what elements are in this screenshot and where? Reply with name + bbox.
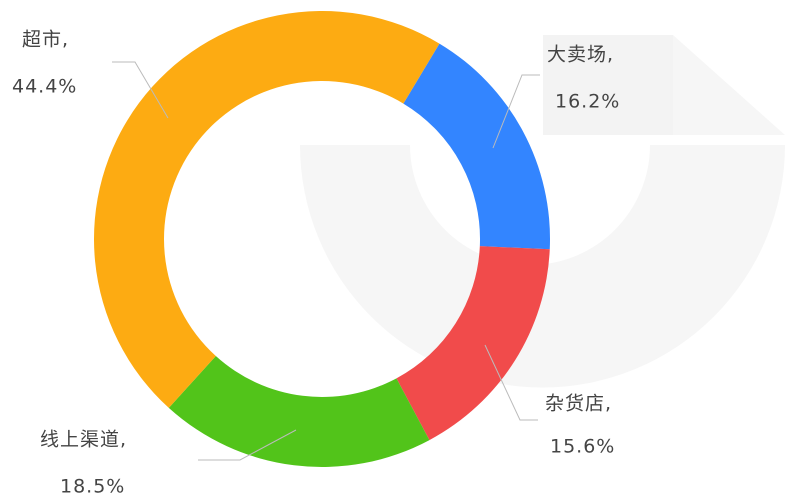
slice: [168, 356, 430, 468]
label-value: 15.6%: [550, 436, 615, 458]
label-category: 超市,: [22, 29, 69, 51]
leader-line: [492, 74, 540, 149]
label-value: 44.4%: [12, 76, 77, 98]
slice: [396, 246, 550, 441]
slice: [93, 10, 440, 408]
slice: [403, 43, 550, 250]
leader-line: [112, 61, 169, 119]
label-category: 线上渠道,: [40, 429, 127, 451]
label-category: 杂货店,: [545, 393, 612, 415]
label-category: 大卖场,: [547, 44, 614, 66]
label-value: 16.2%: [555, 91, 620, 113]
leader-line: [198, 429, 297, 461]
leader-line: [484, 344, 538, 421]
label-value: 18.5%: [60, 476, 125, 498]
